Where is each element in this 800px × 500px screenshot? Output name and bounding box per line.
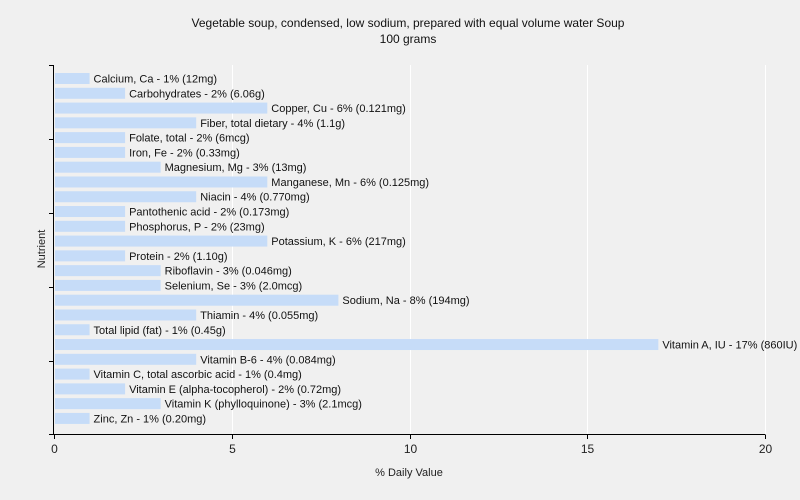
x-tick-label-3: 15 xyxy=(581,442,595,456)
data-label-1: Carbohydrates - 2% (6.06g) xyxy=(129,88,265,100)
bar-2 xyxy=(55,102,268,114)
data-label-13: Riboflavin - 3% (0.046mg) xyxy=(165,266,292,278)
y-axis-title: Nutrient xyxy=(36,230,48,269)
bar-12 xyxy=(55,250,126,262)
bar-14 xyxy=(55,279,161,291)
data-label-12: Protein - 2% (1.10g) xyxy=(129,251,227,263)
data-label-11: Potassium, K - 6% (217mg) xyxy=(271,236,406,248)
bar-8 xyxy=(55,191,197,203)
data-label-3: Fiber, total dietary - 4% (1.1g) xyxy=(200,118,345,130)
axis-layer: 0 5 10 15 20 xyxy=(49,65,772,456)
bar-18 xyxy=(55,339,659,351)
data-label-22: Vitamin K (phylloquinone) - 3% (2.1mcg) xyxy=(165,399,362,411)
bar-7 xyxy=(55,176,268,188)
bar-3 xyxy=(55,117,197,129)
data-label-8: Niacin - 4% (0.770mg) xyxy=(200,192,309,204)
data-label-16: Thiamin - 4% (0.055mg) xyxy=(200,310,318,322)
bar-9 xyxy=(55,206,126,218)
bar-4 xyxy=(55,132,126,144)
x-tick-label-0: 0 xyxy=(51,442,58,456)
bar-16 xyxy=(55,309,197,321)
x-tick-label-4: 20 xyxy=(759,442,773,456)
bar-15 xyxy=(55,294,339,306)
x-tick-label-2: 10 xyxy=(404,442,418,456)
data-label-10: Phosphorus, P - 2% (23mg) xyxy=(129,221,265,233)
data-label-14: Selenium, Se - 3% (2.0mcg) xyxy=(165,280,303,292)
bar-17 xyxy=(55,324,90,336)
bar-22 xyxy=(55,398,161,410)
data-label-15: Sodium, Na - 8% (194mg) xyxy=(342,295,469,307)
data-label-18: Vitamin A, IU - 17% (860IU) xyxy=(662,340,797,352)
bar-21 xyxy=(55,383,126,395)
bar-1 xyxy=(55,87,126,99)
grid-layer xyxy=(232,65,766,434)
data-label-2: Copper, Cu - 6% (0.121mg) xyxy=(271,103,406,115)
chart-title-block: Vegetable soup, condensed, low sodium, p… xyxy=(0,15,800,47)
data-label-17: Total lipid (fat) - 1% (0.45g) xyxy=(94,325,226,337)
data-label-9: Pantothenic acid - 2% (0.173mg) xyxy=(129,207,289,219)
bar-5 xyxy=(55,146,126,158)
bar-19 xyxy=(55,353,197,365)
chart-title: Vegetable soup, condensed, low sodium, p… xyxy=(191,16,625,30)
chart-subtitle: 100 grams xyxy=(379,32,437,46)
data-label-0: Calcium, Ca - 1% (12mg) xyxy=(94,74,217,86)
bar-11 xyxy=(55,235,268,247)
label-layer: Calcium, Ca - 1% (12mg) Carbohydrates - 2… xyxy=(94,74,798,426)
bar-20 xyxy=(55,368,90,380)
data-label-21: Vitamin E (alpha-tocopherol) - 2% (0.72m… xyxy=(129,384,341,396)
data-label-20: Vitamin C, total ascorbic acid - 1% (0.4… xyxy=(94,369,302,381)
bar-23 xyxy=(55,412,90,424)
x-axis-title: % Daily Value xyxy=(375,467,443,479)
data-label-4: Folate, total - 2% (6mcg) xyxy=(129,133,249,145)
bar-13 xyxy=(55,265,161,277)
bar-0 xyxy=(55,73,90,84)
x-tick-label-1: 5 xyxy=(229,442,236,456)
data-label-6: Magnesium, Mg - 3% (13mg) xyxy=(165,162,307,174)
data-label-19: Vitamin B-6 - 4% (0.084mg) xyxy=(200,354,336,366)
data-label-5: Iron, Fe - 2% (0.33mg) xyxy=(129,147,240,159)
bar-6 xyxy=(55,161,161,173)
data-label-7: Manganese, Mn - 6% (0.125mg) xyxy=(271,177,429,189)
bar-10 xyxy=(55,220,126,232)
bar-layer xyxy=(55,73,659,424)
data-label-23: Zinc, Zn - 1% (0.20mg) xyxy=(94,413,206,425)
